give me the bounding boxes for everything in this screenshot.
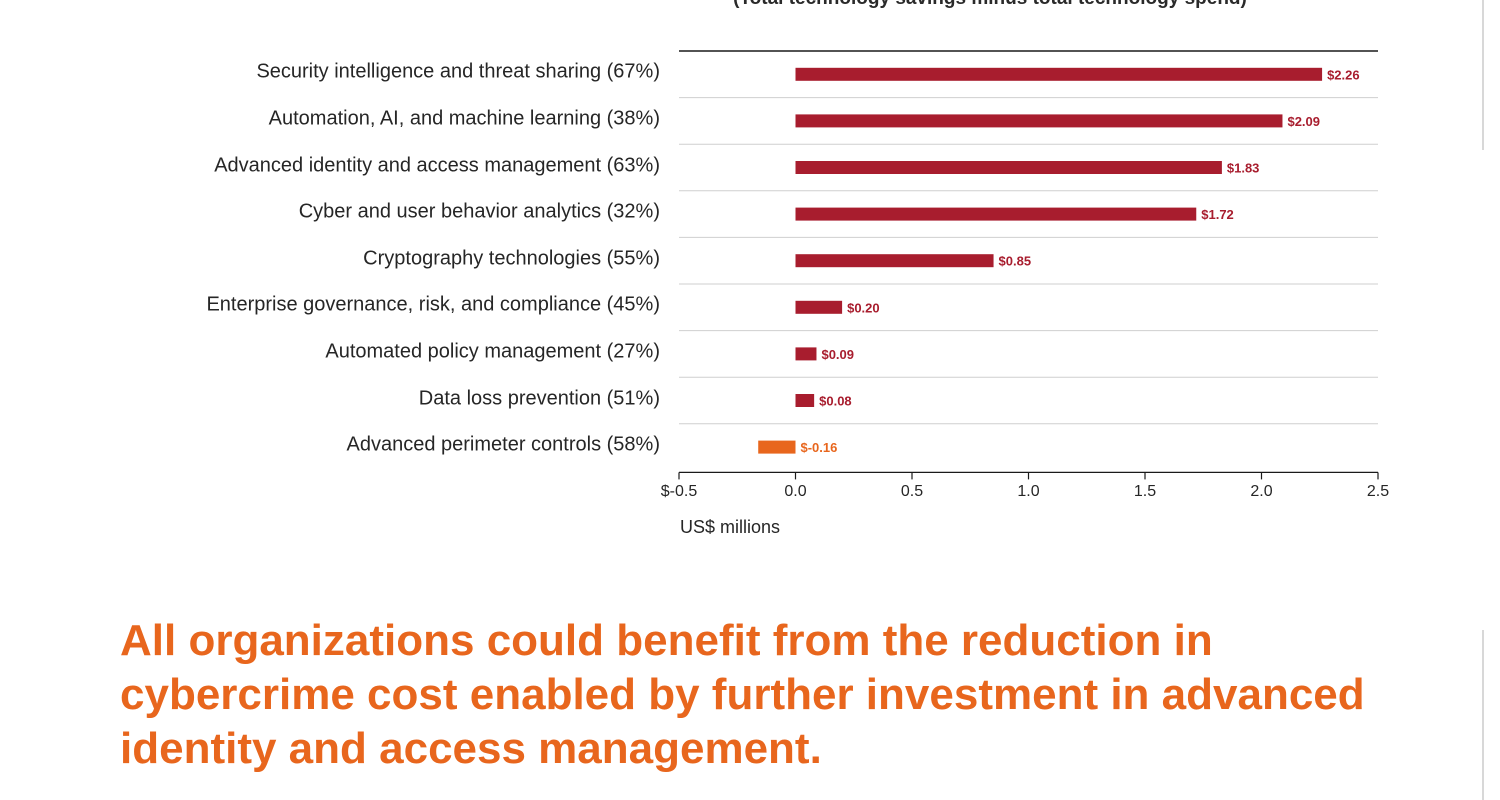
bar: [795, 114, 1283, 128]
x-tick-label: 1.5: [1133, 483, 1157, 500]
bar-value-label: $0.85: [999, 254, 1032, 269]
bar-value-label: $1.72: [1201, 207, 1234, 222]
category-label: Enterprise governance, risk, and complia…: [206, 293, 660, 316]
category-label: Cryptography technologies (55%): [363, 247, 660, 270]
x-tick-label: 1.0: [1017, 483, 1040, 500]
x-tick-label: 2.5: [1366, 483, 1390, 500]
x-tick-label: 0.0: [784, 483, 807, 500]
category-label: Cyber and user behavior analytics (32%): [298, 200, 660, 223]
right-edge-divider: [1482, 0, 1484, 150]
category-label: Data loss prevention (51%): [418, 387, 660, 409]
category-label: Advanced perimeter controls (58%): [346, 433, 660, 456]
bar-value-label: $0.08: [819, 394, 852, 409]
bar: [795, 161, 1222, 174]
x-tick-label: $-0.5: [660, 483, 698, 500]
category-label: Automated policy management (27%): [325, 340, 660, 363]
bar-value-label: $0.09: [821, 347, 854, 362]
headline: All organizations could benefit from the…: [120, 616, 1365, 773]
category-label: Automation, AI, and machine learning (38…: [268, 107, 660, 130]
bar: [795, 347, 817, 361]
bar-value-label: $-0.16: [801, 440, 838, 455]
category-label: Advanced identity and access management …: [214, 154, 660, 176]
bar: [758, 440, 796, 454]
bar-value-label: $1.83: [1227, 161, 1260, 176]
x-axis-label: US$ millions: [680, 517, 781, 537]
bar: [795, 67, 1323, 81]
bar-value-label: $2.09: [1287, 114, 1320, 129]
bar: [795, 300, 843, 314]
bar-value-label: $2.26: [1327, 67, 1360, 82]
bar: [795, 207, 1197, 221]
x-tick-label: 0.5: [900, 483, 924, 500]
category-label: Security intelligence and threat sharing…: [256, 60, 660, 83]
x-tick-label: 2.0: [1250, 483, 1273, 500]
bar: [795, 254, 994, 268]
bar-value-label: $0.20: [847, 300, 880, 315]
right-edge-divider: [1482, 630, 1484, 800]
chart-subtitle: (Total technology savings minus total te…: [640, 0, 1340, 10]
bar: [795, 394, 815, 407]
